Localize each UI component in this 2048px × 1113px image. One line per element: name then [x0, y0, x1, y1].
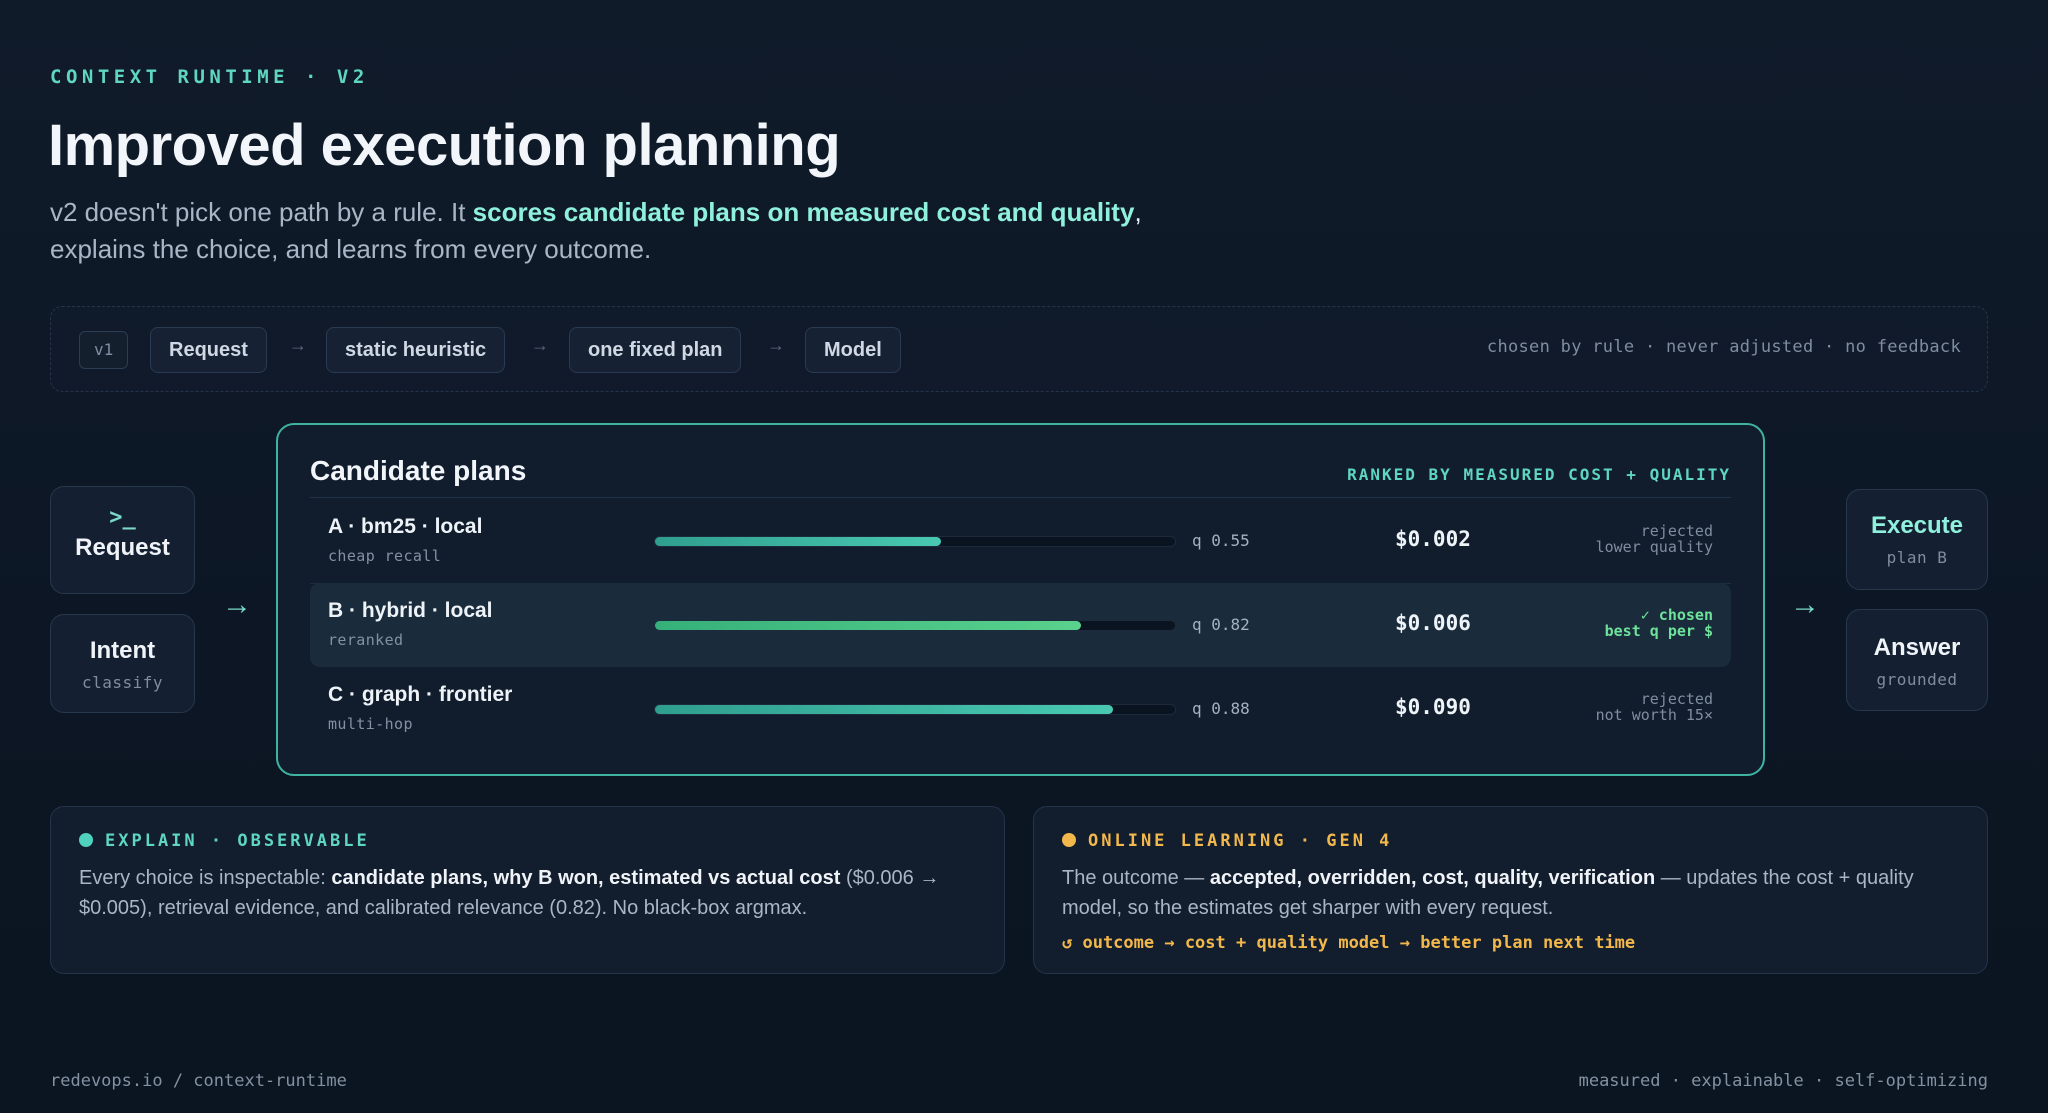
plan-desc: multi-hop — [328, 715, 413, 733]
candidate-plans-tag: RANKED BY MEASURED COST + QUALITY — [1347, 465, 1731, 484]
v1-chip-model: Model — [805, 327, 901, 373]
plan-cost: $0.006 — [1395, 611, 1471, 635]
explain-card-title: EXPLAIN · OBSERVABLE — [105, 831, 370, 851]
plan-name: A · bm25 · local — [328, 515, 483, 538]
plan-verdict: rejected not worth 15× — [1596, 691, 1713, 723]
v1-chip-static-heuristic: static heuristic — [326, 327, 506, 373]
page-subtitle: v2 doesn't pick one path by a rule. It s… — [50, 194, 1250, 268]
eyebrow-label: CONTEXT RUNTIME · V2 — [50, 66, 369, 88]
plan-desc: cheap recall — [328, 547, 442, 565]
v1-arrow-2: → — [531, 335, 549, 355]
plan-row-a: A · bm25 · local cheap recall q 0.55 $0.… — [310, 499, 1731, 584]
quality-bar — [654, 620, 1176, 631]
intent-node-sub: classify — [81, 673, 164, 692]
quality-bar-fill — [655, 537, 941, 546]
verdict-reason: best q per $ — [1604, 622, 1713, 640]
answer-node-sub: grounded — [1876, 670, 1958, 689]
quality-bar — [654, 704, 1176, 715]
request-node-label: Request — [75, 534, 170, 561]
subtitle-comma: , — [1134, 197, 1142, 227]
v1-pipeline-strip: v1 Request → static heuristic → one fixe… — [50, 306, 1988, 392]
candidate-plans-panel: Candidate plans RANKED BY MEASURED COST … — [276, 423, 1765, 776]
verdict-reason: lower quality — [1595, 538, 1713, 556]
plans-divider — [310, 497, 1731, 498]
quality-label: q 0.82 — [1192, 615, 1250, 634]
quality-label: q 0.88 — [1192, 699, 1250, 718]
explain-dot-icon — [79, 833, 93, 847]
subtitle-highlight: scores candidate plans on measured cost … — [472, 197, 1135, 227]
terminal-icon: >_ — [109, 505, 136, 530]
v1-arrow-1: → — [289, 335, 307, 355]
learning-card-head: ONLINE LEARNING · GEN 4 — [1062, 831, 1392, 851]
v1-tag: v1 — [79, 331, 129, 369]
plan-name: B · hybrid · local — [328, 599, 493, 622]
learning-card-title: ONLINE LEARNING · GEN 4 — [1088, 831, 1393, 851]
footer-tagline: measured · explainable · self-optimizing — [1578, 1071, 1988, 1091]
verdict-status: rejected — [1640, 690, 1713, 708]
v1-arrow-3: → — [767, 335, 785, 355]
execute-node: Execute plan B — [1846, 489, 1988, 590]
plan-row-b: B · hybrid · local reranked q 0.82 $0.00… — [310, 583, 1731, 667]
quality-label: q 0.55 — [1192, 531, 1250, 550]
v1-note: chosen by rule · never adjusted · no fee… — [1486, 337, 1961, 357]
plan-verdict: rejected lower quality — [1596, 523, 1713, 555]
page-title: Improved execution planning — [48, 113, 841, 178]
plan-desc: reranked — [328, 631, 404, 649]
v1-chip-one-fixed-plan: one fixed plan — [569, 327, 742, 373]
explain-card-body: Every choice is inspectable: candidate p… — [79, 863, 964, 923]
candidate-plans-title: Candidate plans — [310, 455, 527, 486]
answer-node: Answer grounded — [1846, 609, 1988, 711]
execute-node-sub: plan B — [1886, 548, 1948, 567]
explain-text-1: Every choice is inspectable: — [79, 867, 332, 889]
flow-arrow-out: → — [1790, 588, 1820, 621]
learning-text-2: — updates the cost + quality model, so t… — [1062, 867, 1914, 919]
intent-node: Intent classify — [50, 614, 195, 713]
verdict-reason: not worth 15× — [1595, 706, 1713, 724]
subtitle-text-2: explains the choice, and learns from eve… — [50, 234, 652, 264]
quality-bar-fill — [655, 621, 1082, 630]
learning-dot-icon — [1062, 833, 1076, 847]
explain-card: EXPLAIN · OBSERVABLE Every choice is ins… — [50, 806, 1005, 974]
plan-cost: $0.090 — [1395, 695, 1471, 719]
quality-bar — [654, 536, 1176, 547]
plan-row-c: C · graph · frontier multi-hop q 0.88 $0… — [310, 667, 1731, 751]
answer-node-label: Answer — [1873, 634, 1961, 661]
plan-name: C · graph · frontier — [328, 683, 513, 706]
explain-card-head: EXPLAIN · OBSERVABLE — [79, 831, 370, 851]
subtitle-text-1: v2 doesn't pick one path by a rule. It — [50, 197, 473, 227]
intent-node-label: Intent — [89, 637, 156, 664]
v1-chip-request: Request — [150, 327, 267, 373]
learning-text-1: The outcome — — [1062, 867, 1210, 889]
quality-bar-fill — [655, 705, 1113, 714]
verdict-status: rejected — [1640, 522, 1713, 540]
request-node: >_ Request — [50, 486, 195, 594]
learning-loop: ↺ outcome → cost + quality model → bette… — [1062, 933, 1636, 953]
plan-verdict: ✓ chosen best q per $ — [1605, 607, 1713, 639]
explain-text-bold: candidate plans, why B won, estimated vs… — [331, 867, 841, 889]
flow-arrow-in: → — [222, 588, 252, 621]
learning-card-body: The outcome — accepted, overridden, cost… — [1062, 863, 1947, 923]
execute-node-label: Execute — [1870, 512, 1964, 539]
footer-source: redevops.io / context-runtime — [50, 1071, 347, 1091]
learning-text-bold: accepted, overridden, cost, quality, ver… — [1209, 867, 1656, 889]
explain-text-2: ($0.006 → $0.005), retrieval evidence, a… — [79, 867, 940, 919]
learning-card: ONLINE LEARNING · GEN 4 The outcome — ac… — [1033, 806, 1988, 974]
plan-cost: $0.002 — [1395, 527, 1471, 551]
verdict-status: ✓ chosen — [1640, 606, 1713, 624]
